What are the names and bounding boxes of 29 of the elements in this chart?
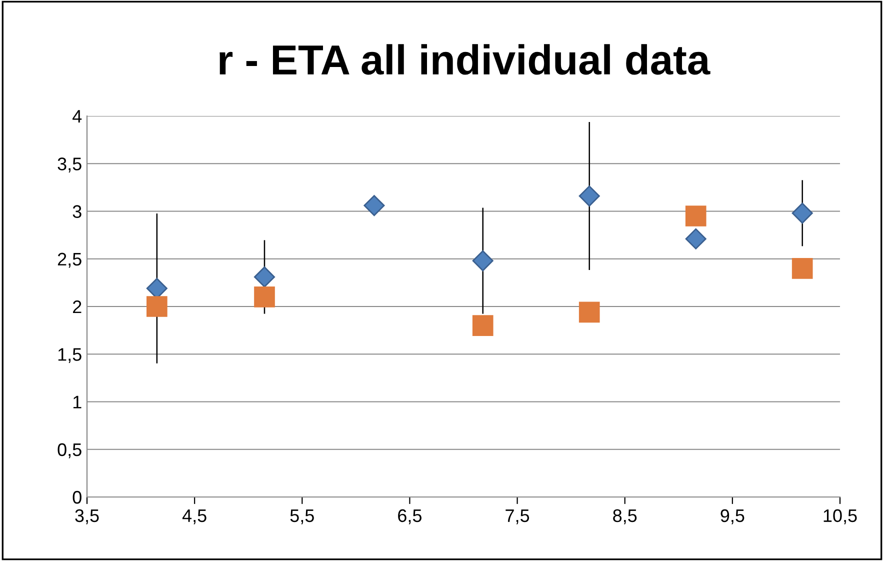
point	[792, 258, 813, 279]
y-tick-label: 3,5	[58, 158, 82, 172]
y-tick-label: 1,5	[58, 348, 82, 363]
point	[364, 195, 385, 216]
y-tick-label: 1	[73, 396, 82, 408]
point	[472, 315, 494, 336]
y-tick-label: 2	[73, 300, 82, 314]
point	[578, 302, 600, 323]
point	[254, 266, 276, 288]
point	[146, 296, 168, 317]
x-tick-label: 4,5	[182, 509, 206, 524]
x-tick-label: 5,5	[290, 509, 314, 524]
point	[578, 185, 600, 207]
x-tick-label: 9,5	[720, 509, 744, 524]
y-tick-label: 3	[72, 205, 82, 218]
y-tick-label: 2,5	[58, 252, 82, 268]
point	[792, 202, 813, 224]
point	[472, 250, 494, 272]
point	[685, 228, 706, 250]
x-tick-label: 6,5	[398, 509, 422, 524]
chart-title: r - ETA all individual data	[220, 44, 710, 75]
point	[685, 206, 706, 226]
y-tick-label: 4	[72, 110, 82, 123]
x-tick-label: 7,5	[506, 509, 530, 524]
y-tick-label: 0	[72, 490, 82, 504]
point	[254, 286, 275, 308]
y-tick-label: 0,5	[58, 443, 82, 458]
x-tick-label: 10,5	[824, 509, 857, 524]
x-tick-label: 8,5	[613, 509, 637, 524]
